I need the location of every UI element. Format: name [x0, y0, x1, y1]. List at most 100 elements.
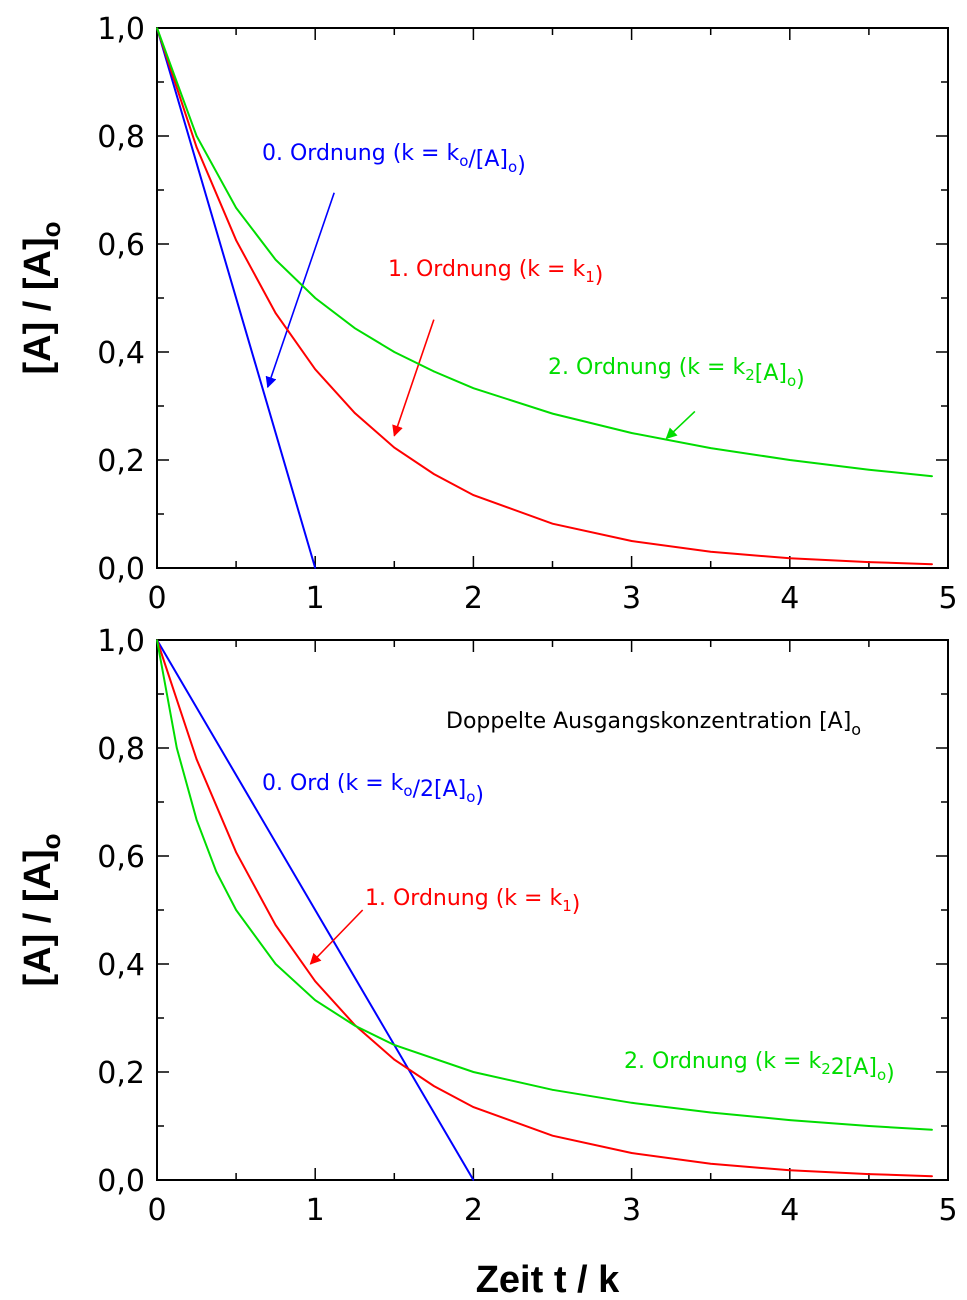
data-point [235, 909, 237, 911]
y-axis-title-subscript: o [36, 833, 66, 849]
x-tick-label: 1 [306, 1193, 325, 1228]
data-point [931, 475, 933, 478]
data-point [551, 412, 554, 415]
data-point [472, 1071, 475, 1073]
data-point [709, 447, 712, 449]
series-label: 2. Ordnung (k = k22[A]o) [624, 1049, 895, 1086]
data-point [393, 351, 396, 353]
data-point [551, 1134, 554, 1137]
series-line [156, 639, 933, 1131]
label-part: ) [595, 263, 604, 288]
x-tick-label: 5 [938, 1193, 957, 1228]
annotation-arrow [665, 410, 696, 440]
label-subscript: o [787, 372, 796, 390]
data-point [551, 1089, 554, 1091]
data-point [314, 297, 317, 299]
y-axis-title: [A] / [A]o [17, 833, 66, 986]
label-part: ) [517, 153, 526, 178]
data-point [353, 1024, 356, 1027]
x-tick-label: 0 [147, 581, 166, 616]
data-point [156, 27, 158, 29]
data-point [195, 135, 198, 137]
label-subscript: o [508, 158, 517, 176]
data-point [709, 1111, 712, 1114]
data-point [195, 146, 198, 149]
data-point [931, 1128, 933, 1131]
data-point [235, 207, 237, 209]
x-tick-label: 0 [147, 1193, 166, 1228]
data-point [868, 1173, 870, 1175]
x-tick-label: 3 [622, 581, 641, 616]
y-tick-label: 1,0 [97, 12, 145, 47]
data-point [472, 387, 475, 389]
panel-note-subscript: o [851, 720, 861, 739]
data-point [156, 639, 158, 641]
data-point [274, 258, 277, 261]
x-axis-title: Zeit t / k [476, 1259, 620, 1300]
label-subscript: 1 [562, 897, 572, 915]
data-point [393, 446, 396, 449]
label-part: /2[A] [413, 777, 467, 802]
data-point [314, 368, 317, 371]
data-point [709, 551, 712, 553]
data-point [709, 1163, 712, 1165]
series-line [156, 27, 933, 566]
data-point [433, 473, 435, 475]
series-line [156, 27, 317, 569]
x-tick-label: 4 [780, 581, 799, 616]
panel-note-main: Doppelte Ausgangskonzentration [A] [446, 709, 851, 734]
y-tick-label: 0,8 [97, 120, 145, 155]
annotation-arrow [309, 909, 364, 965]
y-tick-label: 0,6 [97, 840, 145, 875]
y-tick-label: 0,6 [97, 228, 145, 263]
chart-panel-1: 0 1 2 3 4 50,00,20,40,60,81,0[A] / [A]o0. Ord… [17, 12, 958, 616]
y-axis-title: [A] / [A]o [17, 221, 66, 374]
label-part: ) [886, 1061, 895, 1086]
data-point [868, 468, 870, 471]
data-point [472, 1106, 475, 1108]
y-axis-title-main: [A] / [A] [17, 849, 59, 986]
label-part: ) [475, 783, 484, 808]
data-point [433, 370, 435, 373]
data-point [630, 1152, 633, 1154]
data-point [274, 924, 277, 926]
data-point [472, 1179, 475, 1181]
data-point [789, 459, 791, 461]
label-subscript: o [466, 788, 475, 806]
label-part: [A] [755, 361, 787, 386]
label-part: 2. Ordnung (k = k [548, 355, 745, 380]
data-point [215, 870, 218, 873]
y-tick-label: 0,0 [97, 1164, 145, 1199]
label-part: 2[A] [831, 1055, 877, 1080]
data-point [551, 522, 554, 525]
label-subscript: 1 [585, 268, 595, 286]
label-part: 1. Ordnung (k = k [388, 257, 585, 282]
series-line [156, 639, 475, 1181]
data-point [353, 412, 356, 414]
y-tick-label: 0,2 [97, 444, 145, 479]
label-part: /[A] [468, 147, 508, 172]
label-part: 2. Ordnung (k = k [624, 1049, 821, 1074]
data-point [630, 432, 633, 434]
data-point [235, 239, 237, 242]
data-point [353, 327, 356, 330]
series-label: 0. Ord (k = ko/2[A]o) [262, 771, 484, 808]
data-point [789, 557, 791, 560]
data-point [274, 312, 277, 314]
label-part: ) [796, 367, 805, 392]
x-tick-label: 2 [464, 1193, 483, 1228]
data-point [433, 1085, 435, 1087]
data-point [472, 494, 475, 496]
label-subscript: 2 [745, 366, 755, 384]
data-point [931, 1175, 933, 1178]
label-part: 0. Ord (k = k [262, 771, 404, 796]
data-point [868, 561, 870, 563]
label-subscript: o [459, 152, 468, 170]
x-tick-label: 4 [780, 1193, 799, 1228]
data-point [314, 999, 317, 1001]
data-point [175, 747, 178, 749]
data-point [314, 980, 317, 983]
y-axis-title-subscript: o [36, 221, 66, 237]
